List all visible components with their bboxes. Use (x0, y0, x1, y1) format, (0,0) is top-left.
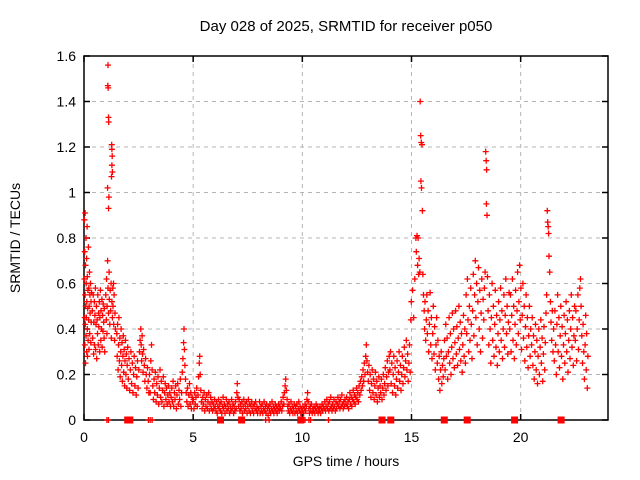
y-tick-label: 0.6 (57, 276, 77, 292)
x-axis-label: GPS time / hours (293, 453, 400, 469)
x-tick-label: 15 (404, 429, 420, 445)
y-tick-label: 1.2 (57, 139, 77, 155)
x-tick-labels: 0 5 10 15 20 (80, 429, 529, 445)
chart-title: Day 028 of 2025, SRMTID for receiver p05… (200, 18, 493, 35)
y-tick-label: 1.4 (57, 94, 77, 110)
x-tick-label: 10 (295, 429, 311, 445)
plot-border (83, 55, 609, 421)
y-tick-label: 1 (68, 185, 76, 201)
y-tick-labels: 0 0.2 0.4 0.6 0.8 1 1.2 1.4 1.6 (57, 48, 77, 428)
x-tick-label: 5 (189, 429, 197, 445)
x-tick-label: 20 (513, 429, 529, 445)
y-axis-label: SRMTID / TECUs (7, 183, 23, 293)
gridlines (84, 56, 608, 420)
y-tick-label: 0.8 (57, 230, 77, 246)
axis-ticks (83, 55, 608, 421)
y-tick-label: 0 (68, 412, 76, 428)
y-tick-label: 0.4 (57, 321, 77, 337)
x-tick-label: 0 (80, 429, 88, 445)
y-tick-label: 0.2 (57, 367, 77, 383)
y-tick-label: 1.6 (57, 48, 77, 64)
scatter-points (81, 62, 591, 423)
